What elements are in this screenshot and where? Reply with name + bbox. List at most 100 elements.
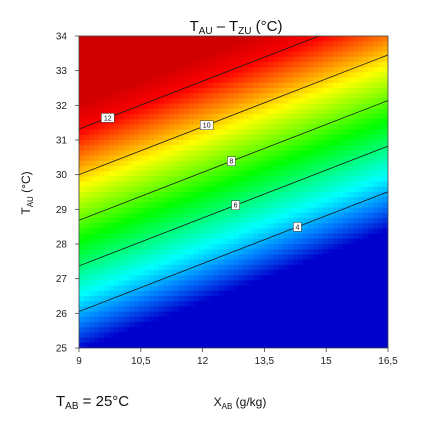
heatmap-cell — [288, 88, 294, 94]
heatmap-cell — [293, 290, 299, 297]
heatmap-cell — [198, 145, 205, 151]
heatmap-cell — [193, 114, 200, 120]
heatmap-cell — [323, 207, 329, 214]
heatmap-cell — [248, 290, 255, 297]
heatmap-cell — [148, 51, 155, 58]
heatmap-cell — [228, 290, 235, 297]
heatmap-cell — [268, 176, 274, 183]
heatmap-cell — [79, 270, 85, 276]
heatmap-cell — [133, 202, 140, 209]
heatmap-cell — [153, 264, 160, 271]
heatmap-cell — [268, 264, 274, 271]
heatmap-cell — [313, 82, 319, 89]
heatmap-cell — [133, 238, 140, 245]
heatmap-cell — [88, 82, 95, 89]
heatmap-cell — [373, 145, 379, 151]
heatmap-cell — [108, 223, 115, 229]
heatmap-cell — [113, 129, 120, 136]
heatmap-cell — [123, 197, 130, 203]
heatmap-cell — [198, 223, 205, 229]
heatmap-cell — [108, 98, 115, 105]
heatmap-cell — [343, 280, 349, 287]
heatmap-cell — [183, 202, 190, 209]
heatmap-cell — [138, 145, 145, 151]
heatmap-cell — [228, 212, 235, 219]
heatmap-cell — [253, 264, 260, 271]
heatmap-cell — [243, 207, 250, 214]
heatmap-cell — [98, 259, 105, 266]
heatmap-cell — [113, 93, 120, 99]
heatmap-cell — [238, 254, 245, 261]
heatmap-cell — [233, 140, 240, 146]
heatmap-cell — [368, 62, 374, 68]
heatmap-cell — [98, 103, 105, 110]
heatmap-cell — [373, 160, 379, 167]
heatmap-cell — [243, 337, 250, 344]
heatmap-cell — [168, 285, 175, 292]
heatmap-cell — [318, 296, 324, 302]
heatmap-cell — [218, 270, 225, 276]
heatmap-cell — [93, 93, 100, 99]
heatmap-cell — [273, 155, 279, 162]
heatmap-cell — [173, 150, 180, 157]
heatmap-cell — [223, 202, 230, 209]
heatmap-cell — [93, 337, 100, 344]
heatmap-cell — [228, 285, 235, 292]
heatmap-cell — [158, 212, 165, 219]
heatmap-cell — [83, 280, 90, 287]
heatmap-cell — [128, 51, 135, 58]
heatmap-cell — [233, 254, 240, 261]
heatmap-cell — [268, 114, 274, 120]
heatmap-cell — [79, 103, 85, 110]
heatmap-cell — [158, 108, 165, 115]
heatmap-cell — [373, 36, 379, 42]
heatmap-cell — [223, 223, 230, 229]
heatmap-cell — [143, 342, 150, 348]
heatmap-cell — [368, 202, 374, 209]
heatmap-cell — [233, 166, 240, 172]
heatmap-cell — [118, 77, 125, 84]
heatmap-cell — [173, 296, 180, 302]
heatmap-cell — [103, 311, 110, 318]
heatmap-cell — [213, 150, 220, 157]
heatmap-cell — [338, 82, 344, 89]
heatmap-cell — [278, 254, 284, 261]
heatmap-cell — [128, 316, 135, 323]
heatmap-cell — [223, 181, 230, 188]
heatmap-cell — [213, 140, 220, 146]
heatmap-cell — [338, 56, 344, 63]
heatmap-cell — [158, 124, 165, 131]
heatmap-cell — [93, 316, 100, 323]
heatmap-cell — [173, 145, 180, 151]
heatmap-cell — [93, 134, 100, 141]
heatmap-cell — [118, 259, 125, 266]
heatmap-cell — [233, 197, 240, 203]
heatmap-cell — [358, 212, 364, 219]
heatmap-cell — [323, 280, 329, 287]
heatmap-cell — [323, 285, 329, 292]
heatmap-cell — [318, 72, 324, 79]
heatmap-cell — [233, 192, 240, 198]
heatmap-cell — [83, 36, 90, 42]
heatmap-cell — [108, 306, 115, 313]
heatmap-cell — [318, 238, 324, 245]
heatmap-cell — [98, 327, 105, 333]
heatmap-cell — [198, 207, 205, 214]
heatmap-cell — [193, 322, 200, 328]
heatmap-cell — [228, 119, 235, 125]
heatmap-cell — [338, 249, 344, 255]
heatmap-cell — [263, 160, 269, 167]
heatmap-cell — [83, 93, 90, 99]
heatmap-cell — [243, 238, 250, 245]
heatmap-cell — [313, 134, 319, 141]
heatmap-cell — [318, 119, 324, 125]
heatmap-cell — [123, 316, 130, 323]
heatmap-cell — [248, 124, 255, 131]
heatmap-cell — [118, 124, 125, 131]
heatmap-cell — [263, 316, 269, 323]
heatmap-cell — [148, 192, 155, 198]
heatmap-cell — [153, 212, 160, 219]
heatmap-cell — [318, 223, 324, 229]
heatmap-cell — [83, 181, 90, 188]
heatmap-cell — [273, 124, 279, 131]
